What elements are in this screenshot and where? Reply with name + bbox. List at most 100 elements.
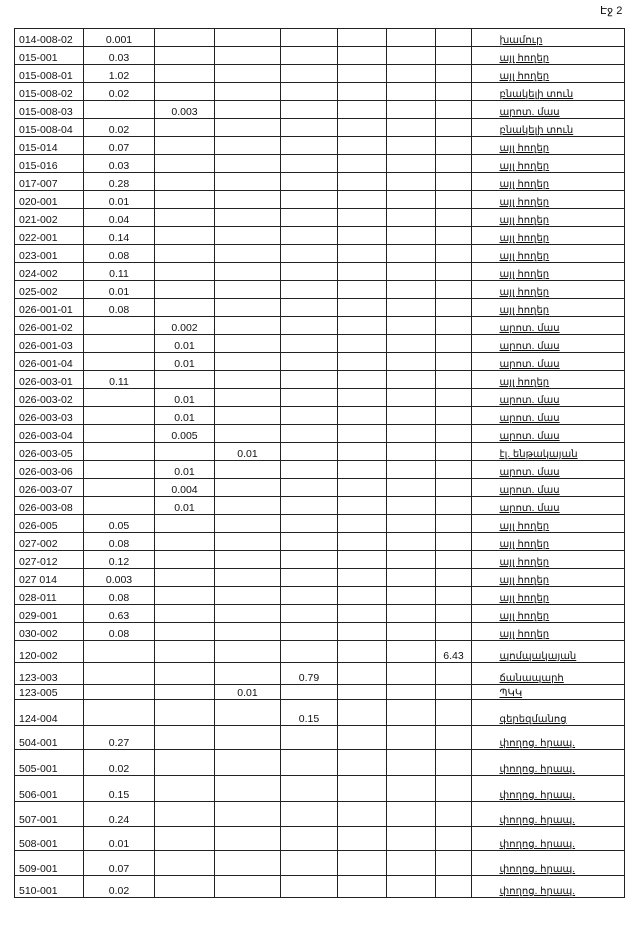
area-cell	[386, 172, 436, 191]
area-cell: 0.02	[83, 118, 155, 137]
area-cell	[154, 154, 215, 173]
area-cell	[154, 684, 215, 700]
area-cell	[337, 406, 387, 425]
area-cell	[280, 826, 338, 851]
area-cell: 1.02	[83, 64, 155, 83]
area-cell	[386, 46, 436, 65]
area-cell	[337, 875, 387, 898]
area-cell	[471, 46, 496, 65]
area-cell: 0.03	[83, 46, 155, 65]
area-cell	[280, 172, 338, 191]
parcel-code: 505-001	[14, 749, 84, 776]
area-cell	[337, 100, 387, 119]
table-row: 025-002 0.01 այլ հողեր	[14, 280, 625, 299]
parcel-code: 030-002	[14, 622, 84, 641]
table-row: 026-003-02 0.01 արոտ. մաս	[14, 388, 625, 407]
area-cell	[386, 370, 436, 389]
table-row: 504-001 0.27 փողոց. հրապ.	[14, 725, 625, 750]
area-cell	[154, 28, 215, 47]
area-cell	[280, 280, 338, 299]
area-cell	[337, 136, 387, 155]
table-row: 027-012 0.12 այլ հողեր	[14, 550, 625, 569]
parcel-code: 014-008-02	[14, 28, 84, 47]
area-cell	[214, 640, 281, 663]
area-cell: 0.11	[83, 370, 155, 389]
area-cell	[435, 190, 472, 209]
area-cell	[337, 424, 387, 443]
area-cell: 0.03	[83, 154, 155, 173]
area-cell	[386, 262, 436, 281]
area-cell	[386, 826, 436, 851]
table-row: 026-001-02 0.002 արոտ. մաս	[14, 316, 625, 335]
area-cell	[386, 190, 436, 209]
area-cell	[471, 684, 496, 700]
area-cell	[337, 801, 387, 827]
area-cell	[214, 190, 281, 209]
area-cell	[337, 496, 387, 515]
land-use-description: այլ հողեր	[495, 514, 625, 533]
area-cell: 0.11	[83, 262, 155, 281]
area-cell	[83, 640, 155, 663]
area-cell	[471, 244, 496, 263]
area-cell	[154, 118, 215, 137]
area-cell	[471, 622, 496, 641]
area-cell	[83, 334, 155, 353]
area-cell	[471, 388, 496, 407]
land-use-description: այլ հողեր	[495, 262, 625, 281]
table-row: 120-002 6.43 պոմպակայան	[14, 640, 625, 663]
area-cell	[337, 154, 387, 173]
area-cell: 0.08	[83, 586, 155, 605]
area-cell: 0.01	[214, 684, 281, 700]
land-use-description: գերեզմանոց	[495, 699, 625, 726]
land-use-description: այլ հողեր	[495, 280, 625, 299]
area-cell	[386, 514, 436, 533]
area-cell	[435, 442, 472, 461]
area-cell	[435, 725, 472, 750]
area-cell	[471, 82, 496, 101]
area-cell	[386, 640, 436, 663]
area-cell	[471, 118, 496, 137]
parcel-code: 021-002	[14, 208, 84, 227]
area-cell	[337, 749, 387, 776]
area-cell	[83, 388, 155, 407]
area-cell	[386, 352, 436, 371]
land-use-description: արոտ. մաս	[495, 460, 625, 479]
area-cell	[471, 442, 496, 461]
area-cell	[386, 118, 436, 137]
area-cell	[83, 316, 155, 335]
table-row: 015-001 0.03 այլ հողեր	[14, 46, 625, 65]
table-row: 505-001 0.02 փողոց. հրապ.	[14, 749, 625, 776]
area-cell: 6.43	[435, 640, 472, 663]
area-cell	[214, 725, 281, 750]
parcel-code: 015-016	[14, 154, 84, 173]
area-cell	[337, 352, 387, 371]
parcel-code: 026-001-03	[14, 334, 84, 353]
area-cell	[214, 136, 281, 155]
parcel-code: 509-001	[14, 850, 84, 876]
area-cell	[280, 352, 338, 371]
area-cell	[386, 64, 436, 83]
area-cell	[214, 262, 281, 281]
area-cell	[154, 532, 215, 551]
area-cell	[337, 388, 387, 407]
area-cell	[280, 100, 338, 119]
parcel-code: 027-012	[14, 550, 84, 569]
area-cell	[214, 514, 281, 533]
area-cell	[337, 550, 387, 569]
land-parcel-table: 014-008-02 0.001 խամուր 015-001 0.03 այլ հողե…	[14, 28, 625, 898]
parcel-code: 026-003-05	[14, 442, 84, 461]
area-cell	[280, 28, 338, 47]
area-cell	[280, 190, 338, 209]
area-cell: 0.15	[83, 775, 155, 802]
area-cell	[337, 82, 387, 101]
area-cell	[471, 262, 496, 281]
page-number: Էջ 2	[600, 5, 623, 17]
area-cell	[280, 749, 338, 776]
land-use-description: այլ հողեր	[495, 586, 625, 605]
table-row: 026-003-04 0.005 արոտ. մաս	[14, 424, 625, 443]
area-cell	[435, 850, 472, 876]
area-cell	[280, 684, 338, 700]
land-use-description: այլ հողեր	[495, 532, 625, 551]
area-cell	[280, 775, 338, 802]
area-cell	[435, 622, 472, 641]
